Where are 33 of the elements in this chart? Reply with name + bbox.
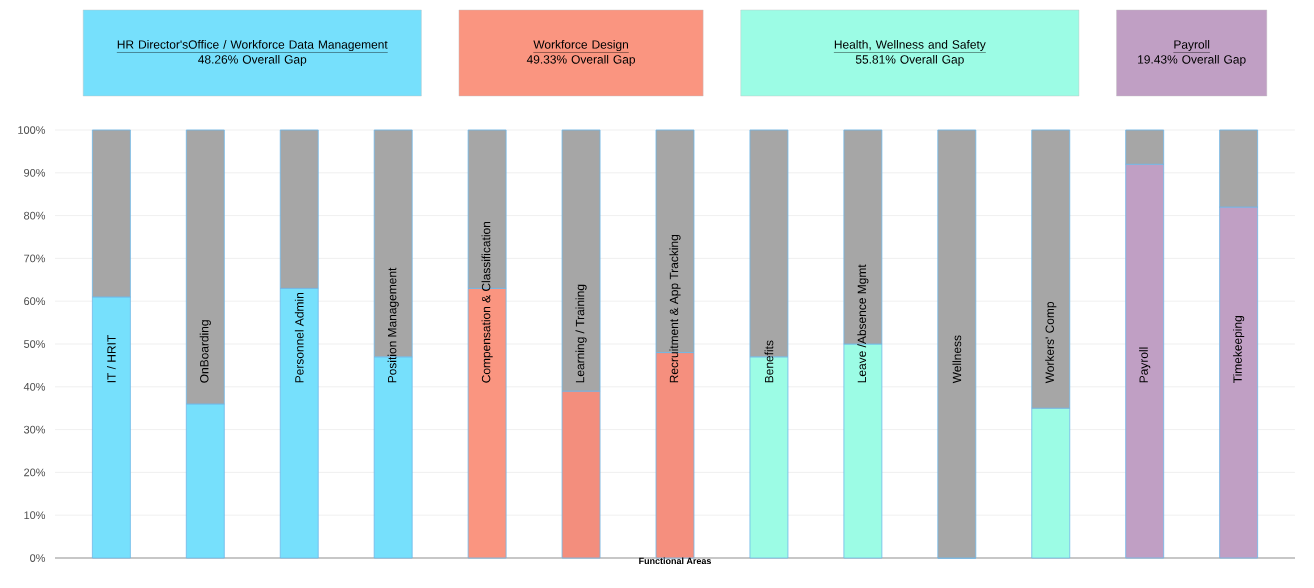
y-tick-label: 100%: [18, 126, 46, 134]
y-tick-label: 60%: [24, 297, 46, 306]
y-tick-label: 30%: [23, 425, 46, 434]
text: 19.43% Overall Gap: [1138, 54, 1246, 67]
y-tick-label: 10%: [24, 511, 46, 520]
x-tick-label: Timekeeping: [1233, 316, 1245, 384]
x-tick-label: Workers' Comp: [1045, 302, 1057, 384]
y-tick-label: 70%: [24, 254, 46, 263]
x-tick-label: Compensation & Classification: [481, 221, 493, 383]
y-tick-label: 40%: [23, 382, 46, 391]
x-tick-label: Leave /Absence Mgmt: [857, 264, 869, 383]
y-tick-label: 50%: [23, 340, 46, 348]
text: Health, Wellness and Safety: [834, 39, 986, 52]
x-tick-label: Personnel Admin: [294, 293, 304, 383]
y-tick-label: 90%: [24, 168, 46, 177]
x-tick-label: Recruitment & App Tracking: [669, 235, 681, 383]
x-tick-label: OnBoarding: [199, 320, 211, 383]
x-tick-label: Wellness: [952, 335, 962, 384]
text: Workforce Design: [533, 39, 628, 52]
text: Payroll: [1174, 39, 1210, 52]
x-tick-label: Benefits: [764, 340, 774, 383]
text: 55.81% Overall Gap: [855, 54, 964, 67]
text: HR Director'sOffice / Workforce Data Management: [117, 39, 388, 52]
x-axis-title: Functional Areas: [639, 557, 711, 565]
y-tick-label: 80%: [24, 211, 46, 220]
x-tick-label: Position Management: [387, 267, 399, 383]
text: 48.26% Overall Gap: [198, 54, 307, 67]
y-tick-label: 20%: [24, 468, 46, 477]
text: 49.33% Overall Gap: [526, 54, 636, 67]
y-tick-label: 0%: [30, 554, 46, 562]
x-tick-label: Learning / Training: [575, 284, 587, 383]
x-tick-label: IT / HRIT: [106, 335, 116, 383]
x-tick-label: Payroll: [1139, 347, 1151, 383]
